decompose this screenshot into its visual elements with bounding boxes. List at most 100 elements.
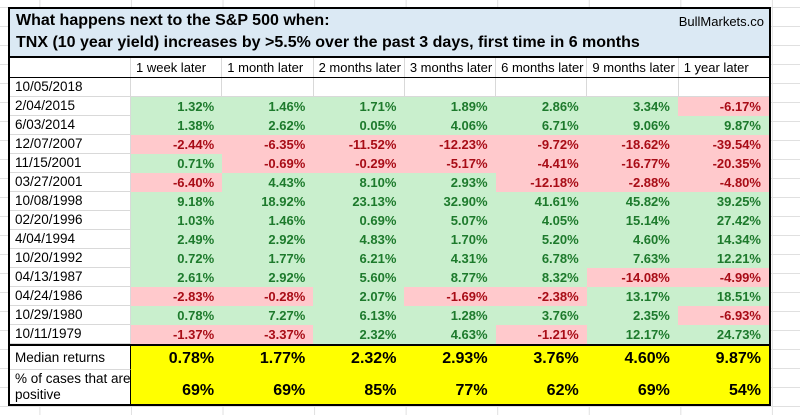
value-cell[interactable]: -20.35% (677, 154, 769, 173)
median-value-cell[interactable]: 3.76% (495, 346, 587, 370)
value-cell[interactable] (222, 78, 314, 97)
value-cell[interactable]: -6.40% (131, 173, 223, 192)
value-cell[interactable]: -11.52% (313, 135, 405, 154)
value-cell[interactable]: 0.78% (131, 306, 223, 325)
value-cell[interactable]: -18.62% (586, 135, 678, 154)
value-cell[interactable]: 2.92% (222, 268, 314, 287)
date-cell[interactable]: 04/24/1986 (10, 287, 131, 306)
column-header-cell[interactable]: 1 month later (222, 58, 314, 77)
value-cell[interactable]: 23.13% (313, 192, 405, 211)
value-cell[interactable]: 0.72% (131, 249, 223, 268)
value-cell[interactable]: -39.54% (677, 135, 769, 154)
value-cell[interactable]: 5.07% (404, 211, 496, 230)
value-cell[interactable]: 5.20% (495, 230, 587, 249)
value-cell[interactable]: 4.06% (404, 116, 496, 135)
value-cell[interactable]: 8.10% (313, 173, 405, 192)
value-cell[interactable]: 8.32% (495, 268, 587, 287)
value-cell[interactable]: -9.72% (495, 135, 587, 154)
date-cell[interactable]: 10/11/1979 (10, 325, 131, 344)
value-cell[interactable]: 7.27% (222, 306, 314, 325)
value-cell[interactable]: 13.17% (586, 287, 678, 306)
value-cell[interactable]: -6.93% (677, 306, 769, 325)
date-cell[interactable]: 02/20/1996 (10, 211, 131, 230)
value-cell[interactable]: 2.62% (222, 116, 314, 135)
value-cell[interactable]: 45.82% (586, 192, 678, 211)
value-cell[interactable]: 2.93% (404, 173, 496, 192)
value-cell[interactable]: 2.86% (495, 97, 587, 116)
value-cell[interactable] (587, 78, 679, 97)
value-cell[interactable]: 9.06% (586, 116, 678, 135)
value-cell[interactable]: -12.23% (404, 135, 496, 154)
column-header-cell[interactable]: 6 months later (496, 58, 588, 77)
median-value-cell[interactable]: 0.78% (131, 346, 223, 370)
value-cell[interactable]: 4.60% (586, 230, 678, 249)
value-cell[interactable]: -4.41% (495, 154, 587, 173)
value-cell[interactable]: 1.77% (222, 249, 314, 268)
value-cell[interactable] (678, 78, 769, 97)
column-header-cell[interactable]: 9 months later (587, 58, 679, 77)
value-cell[interactable]: -2.88% (586, 173, 678, 192)
date-cell[interactable]: 10/20/1992 (10, 249, 131, 268)
value-cell[interactable]: 1.46% (222, 97, 314, 116)
value-cell[interactable]: 12.17% (586, 325, 678, 344)
value-cell[interactable]: 0.05% (313, 116, 405, 135)
value-cell[interactable]: 3.34% (586, 97, 678, 116)
value-cell[interactable]: 4.43% (222, 173, 314, 192)
value-cell[interactable]: -4.80% (677, 173, 769, 192)
value-cell[interactable]: 18.51% (677, 287, 769, 306)
value-cell[interactable]: -2.44% (131, 135, 223, 154)
value-cell[interactable]: -6.35% (222, 135, 314, 154)
value-cell[interactable]: 18.92% (222, 192, 314, 211)
positive-value-cell[interactable]: 62% (495, 370, 587, 404)
value-cell[interactable]: 9.87% (677, 116, 769, 135)
value-cell[interactable]: 1.32% (131, 97, 223, 116)
value-cell[interactable]: 2.92% (222, 230, 314, 249)
value-cell[interactable] (496, 78, 588, 97)
value-cell[interactable]: 12.21% (677, 249, 769, 268)
column-header-cell[interactable]: 3 months later (405, 58, 497, 77)
positive-value-cell[interactable]: 69% (586, 370, 678, 404)
value-cell[interactable]: 32.90% (404, 192, 496, 211)
value-cell[interactable] (131, 78, 223, 97)
median-value-cell[interactable]: 1.77% (222, 346, 314, 370)
value-cell[interactable]: -4.99% (677, 268, 769, 287)
value-cell[interactable]: 4.63% (404, 325, 496, 344)
value-cell[interactable]: -3.37% (222, 325, 314, 344)
value-cell[interactable]: -2.83% (131, 287, 223, 306)
date-cell[interactable]: 04/13/1987 (10, 268, 131, 287)
value-cell[interactable]: -16.77% (586, 154, 678, 173)
value-cell[interactable]: 6.78% (495, 249, 587, 268)
value-cell[interactable]: 1.03% (131, 211, 223, 230)
date-cell[interactable]: 12/07/2007 (10, 135, 131, 154)
corner-cell[interactable] (10, 58, 131, 77)
positive-label[interactable]: % of cases that are positive (10, 370, 131, 404)
value-cell[interactable]: 4.83% (313, 230, 405, 249)
positive-value-cell[interactable]: 54% (677, 370, 769, 404)
value-cell[interactable]: 6.71% (495, 116, 587, 135)
value-cell[interactable]: 8.77% (404, 268, 496, 287)
median-value-cell[interactable]: 2.93% (404, 346, 496, 370)
value-cell[interactable]: 2.49% (131, 230, 223, 249)
positive-value-cell[interactable]: 69% (131, 370, 223, 404)
value-cell[interactable]: 4.05% (495, 211, 587, 230)
value-cell[interactable]: -14.08% (586, 268, 678, 287)
column-header-cell[interactable]: 2 months later (314, 58, 405, 77)
value-cell[interactable]: 41.61% (495, 192, 587, 211)
value-cell[interactable]: 1.70% (404, 230, 496, 249)
value-cell[interactable]: 0.71% (131, 154, 223, 173)
median-value-cell[interactable]: 9.87% (677, 346, 769, 370)
value-cell[interactable]: 1.89% (404, 97, 496, 116)
value-cell[interactable]: 1.38% (131, 116, 223, 135)
value-cell[interactable]: 24.73% (677, 325, 769, 344)
value-cell[interactable]: 9.18% (131, 192, 223, 211)
date-cell[interactable]: 10/05/2018 (10, 78, 131, 97)
value-cell[interactable] (404, 78, 497, 97)
value-cell[interactable]: 4.31% (404, 249, 496, 268)
value-cell[interactable]: -0.69% (222, 154, 314, 173)
value-cell[interactable]: -0.29% (313, 154, 405, 173)
value-cell[interactable]: 2.32% (313, 325, 405, 344)
column-header-cell[interactable]: 1 year later (683, 60, 749, 75)
value-cell[interactable]: 1.46% (222, 211, 314, 230)
column-header-cell[interactable]: 1 week later (131, 58, 223, 77)
value-cell[interactable]: 1.28% (404, 306, 496, 325)
